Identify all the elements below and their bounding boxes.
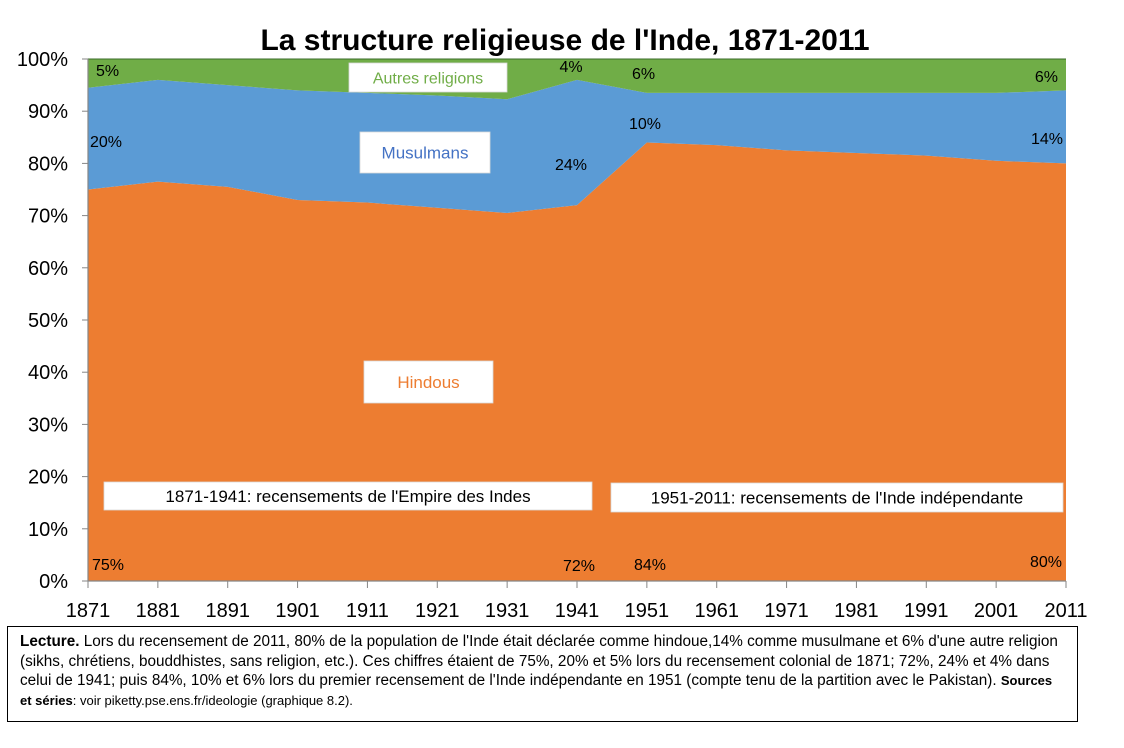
label-period-empire-text: 1871-1941: recensements de l'Empire des … [165, 487, 530, 506]
area-autres-religions [88, 59, 1066, 100]
x-tick-label: 1921 [415, 600, 460, 622]
y-tick-label: 0% [39, 571, 68, 593]
y-tick-label: 40% [28, 362, 68, 384]
data-label: 72% [563, 558, 595, 575]
y-tick-label: 10% [28, 519, 68, 541]
x-tick-label: 1901 [275, 600, 320, 622]
label-autres-religions: Autres religions [348, 62, 508, 93]
data-label: 6% [1035, 69, 1058, 86]
x-tick-label: 1871 [66, 600, 111, 622]
reading-note: Lecture. Lors du recensement de 2011, 80… [7, 626, 1078, 722]
chart-title: La structure religieuse de l'Inde, 1871-… [260, 24, 870, 57]
x-tick-label: 1991 [904, 600, 949, 622]
label-period-independance-text: 1951-2011: recensements de l'Inde indépe… [651, 489, 1024, 508]
area-musulmans [88, 79, 1066, 213]
x-tick-label: 2001 [974, 600, 1019, 622]
sources-text: : voir piketty.pse.ens.fr/ideologie (gra… [72, 692, 353, 708]
label-period-empire: 1871-1941: recensements de l'Empire des … [103, 481, 593, 511]
note-label: Lecture. [20, 633, 80, 650]
data-label: 6% [632, 66, 655, 83]
data-label: 5% [96, 63, 119, 80]
data-label: 24% [555, 157, 587, 174]
x-tick-label: 1891 [205, 600, 250, 622]
label-period-independance: 1951-2011: recensements de l'Inde indépe… [610, 482, 1064, 513]
label-musulmans: Musulmans [359, 131, 491, 174]
data-label: 84% [634, 557, 666, 574]
data-label: 14% [1031, 131, 1063, 148]
chart-plot: 0% 10% 20% 30% 40% 50% 60% 70% 80% 90% 100% 1871 188… [17, 49, 1088, 622]
label-autres-religions-text: Autres religions [373, 70, 483, 87]
x-tick-label: 1981 [834, 600, 879, 622]
x-tick-label: 1971 [764, 600, 809, 622]
y-tick-label: 80% [28, 153, 68, 175]
y-tick-label: 50% [28, 310, 68, 332]
y-tick-label: 30% [28, 414, 68, 436]
data-label: 80% [1030, 554, 1062, 571]
note-text: Lors du recensement de 2011, 80% de la p… [20, 633, 1058, 689]
label-musulmans-text: Musulmans [382, 144, 469, 163]
data-label: 75% [92, 557, 124, 574]
y-tick-label: 90% [28, 101, 68, 123]
y-tick-label: 100% [17, 49, 68, 71]
label-hindous: Hindous [363, 360, 494, 404]
x-tick-label: 2011 [1044, 600, 1087, 622]
x-tick-label: 1951 [625, 600, 670, 622]
y-tick-label: 20% [28, 467, 68, 489]
data-label: 4% [559, 59, 582, 76]
x-tick-label: 1881 [136, 600, 181, 622]
sources-label: Sources et séries [20, 673, 1053, 708]
data-label: 20% [90, 134, 122, 151]
data-label: 10% [629, 116, 661, 133]
x-tick-label: 1961 [694, 600, 739, 622]
x-tick-label: 1911 [346, 600, 389, 622]
x-tick-label: 1941 [555, 600, 600, 622]
label-hindous-text: Hindous [397, 373, 459, 392]
y-tick-label: 60% [28, 258, 68, 280]
area-hindous [88, 142, 1066, 581]
x-tick-label: 1931 [485, 600, 530, 622]
y-tick-label: 70% [28, 206, 68, 228]
